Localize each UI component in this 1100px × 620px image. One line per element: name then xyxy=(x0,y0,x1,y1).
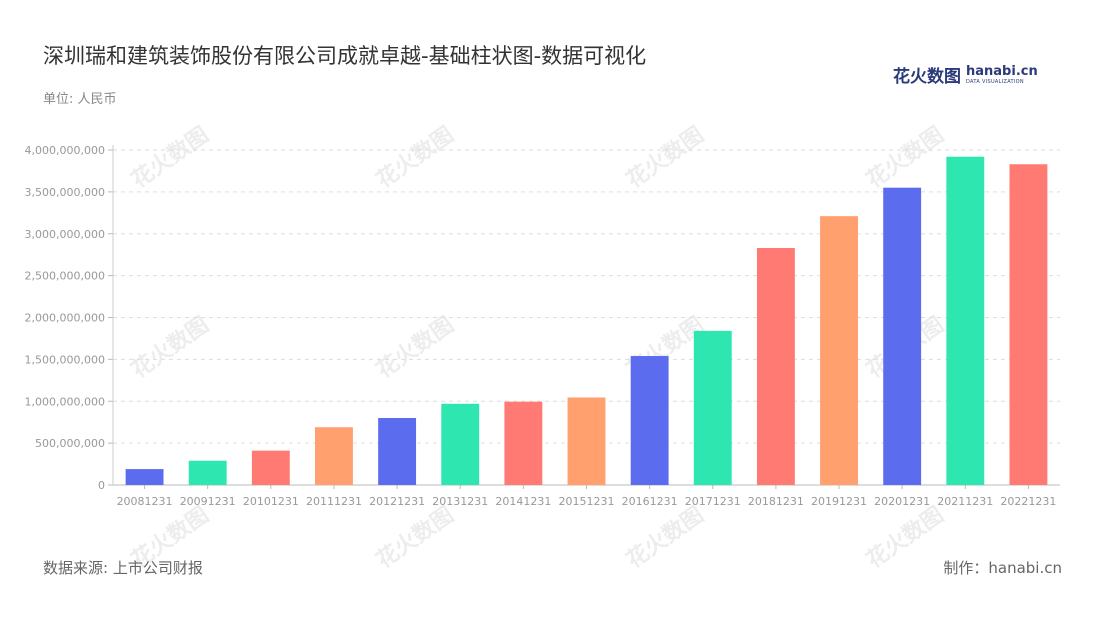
x-tick-label: 20081231 xyxy=(117,495,173,508)
y-tick-label: 1,000,000,000 xyxy=(25,395,105,408)
bar xyxy=(251,450,290,485)
x-tick-label: 20111231 xyxy=(306,495,362,508)
bar xyxy=(820,216,858,485)
x-tick-label: 20141231 xyxy=(495,495,551,508)
bar xyxy=(125,469,164,485)
bar xyxy=(756,247,795,485)
logo-en-block: hanabi.cn DATA VISUALIZATION xyxy=(966,65,1038,85)
logo: 花火数图 hanabi.cn DATA VISUALIZATION xyxy=(893,62,1038,88)
credit: 制作：hanabi.cn xyxy=(943,559,1062,577)
x-tick-label: 20181231 xyxy=(748,495,804,508)
unit-label: 单位: 人民币 xyxy=(43,92,117,107)
x-tick-label: 20201231 xyxy=(874,495,930,508)
bar xyxy=(441,403,480,485)
logo-en-text: hanabi.cn xyxy=(966,63,1038,79)
bar xyxy=(378,418,417,485)
bar xyxy=(946,156,985,485)
bar xyxy=(630,356,669,485)
y-tick-label: 2,500,000,000 xyxy=(25,270,105,283)
logo-en-subtext: DATA VISUALIZATION xyxy=(966,78,1024,85)
y-tick-label: 3,500,000,000 xyxy=(25,186,105,199)
x-tick-label: 20121231 xyxy=(369,495,425,508)
bar xyxy=(567,397,606,485)
x-tick-label: 20191231 xyxy=(811,495,867,508)
y-tick-label: 3,000,000,000 xyxy=(25,228,105,241)
x-tick-label: 20131231 xyxy=(432,495,488,508)
x-tick-label: 20101231 xyxy=(243,495,299,508)
y-tick-label: 2,000,000,000 xyxy=(25,312,105,325)
bar xyxy=(504,401,543,485)
x-tick-label: 20211231 xyxy=(937,495,993,508)
y-tick-label: 1,500,000,000 xyxy=(25,353,105,366)
bar xyxy=(883,187,922,485)
y-tick-label: 4,000,000,000 xyxy=(25,144,105,157)
x-tick-label: 20151231 xyxy=(559,495,615,508)
bar xyxy=(1009,164,1048,486)
x-tick-label: 20161231 xyxy=(622,495,678,508)
data-source: 数据来源: 上市公司财报 xyxy=(43,559,203,577)
bar xyxy=(315,427,353,485)
x-tick-label: 20171231 xyxy=(685,495,741,508)
page-title: 深圳瑞和建筑装饰股份有限公司成就卓越-基础柱状图-数据可视化 xyxy=(43,44,647,68)
y-tick-label: 0 xyxy=(98,479,105,492)
x-tick-label: 20091231 xyxy=(180,495,236,508)
bar xyxy=(188,460,227,485)
y-tick-label: 500,000,000 xyxy=(35,437,105,450)
bar xyxy=(693,330,732,485)
logo-cn-text: 花火数图 xyxy=(893,67,961,87)
x-tick-label: 20221231 xyxy=(1000,495,1056,508)
